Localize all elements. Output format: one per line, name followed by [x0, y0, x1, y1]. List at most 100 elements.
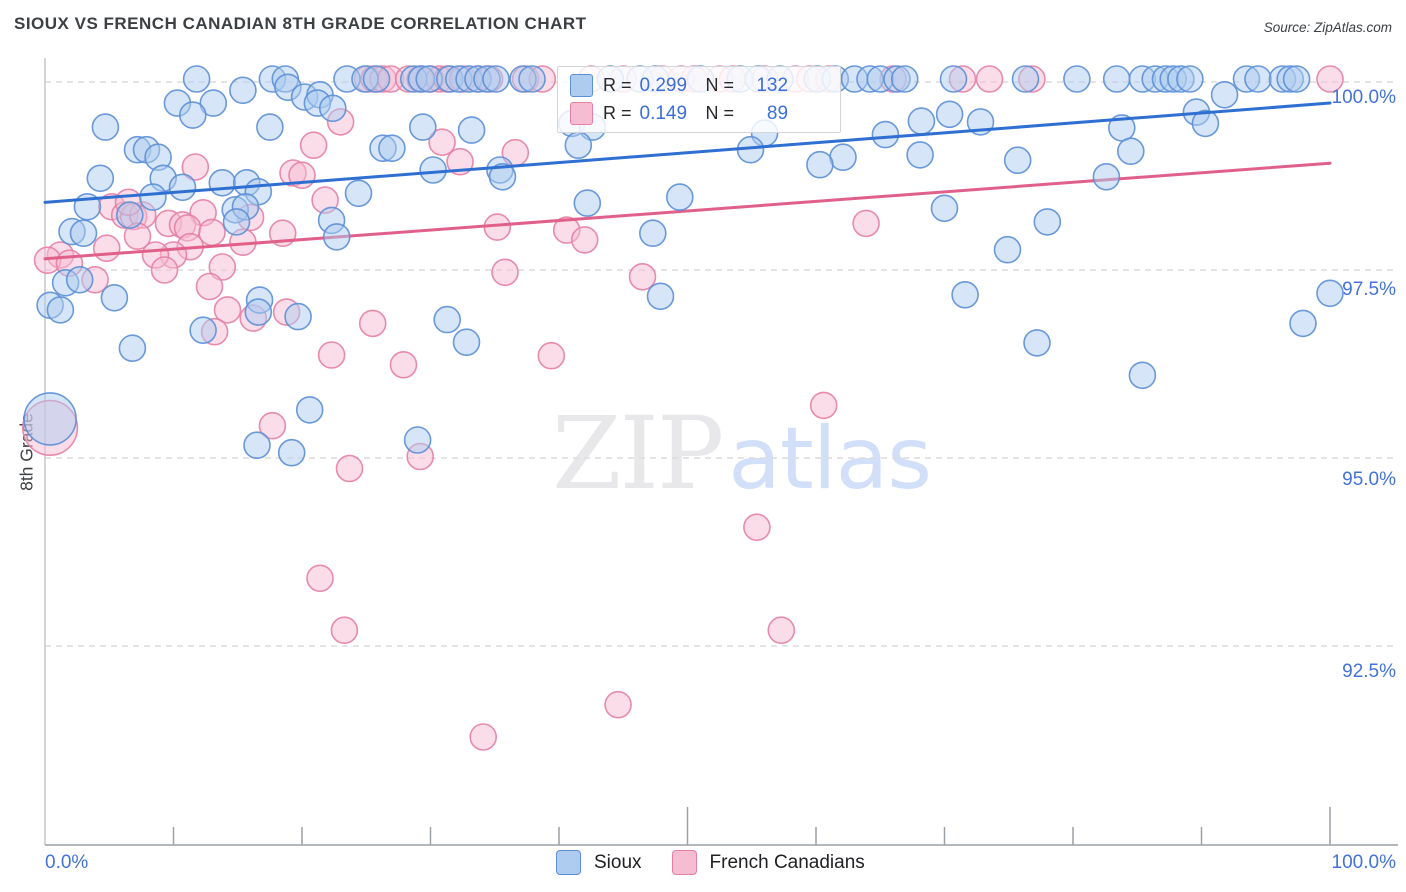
point-french-canadians[interactable]: [743, 513, 771, 542]
point-sioux[interactable]: [168, 173, 197, 202]
point-french-canadians[interactable]: [208, 253, 237, 281]
point-french-canadians[interactable]: [604, 690, 632, 719]
point-french-canadians[interactable]: [299, 131, 328, 159]
point-sioux[interactable]: [362, 65, 391, 93]
point-sioux[interactable]: [419, 156, 447, 184]
point-french-canadians[interactable]: [150, 256, 179, 284]
point-sioux[interactable]: [1176, 65, 1204, 93]
point-french-canadians[interactable]: [213, 296, 242, 324]
point-sioux[interactable]: [1128, 361, 1157, 390]
point-french-canadians[interactable]: [491, 258, 519, 287]
point-french-canadians[interactable]: [570, 226, 599, 254]
point-sioux[interactable]: [951, 280, 979, 309]
point-french-canadians[interactable]: [335, 454, 364, 483]
point-sioux[interactable]: [906, 141, 934, 169]
point-sioux[interactable]: [229, 76, 257, 105]
point-sioux[interactable]: [243, 431, 271, 460]
point-sioux[interactable]: [189, 316, 217, 345]
point-sioux[interactable]: [208, 169, 237, 197]
point-french-canadians[interactable]: [975, 65, 1004, 93]
point-french-canadians[interactable]: [1316, 65, 1344, 93]
point-french-canadians[interactable]: [809, 391, 838, 420]
point-sioux[interactable]: [1210, 81, 1239, 109]
point-sioux[interactable]: [277, 438, 306, 467]
point-sioux[interactable]: [344, 179, 373, 208]
point-sioux[interactable]: [573, 189, 602, 217]
point-sioux[interactable]: [118, 334, 147, 363]
point-sioux[interactable]: [1316, 279, 1344, 308]
point-sioux[interactable]: [1092, 163, 1121, 191]
point-sioux[interactable]: [244, 298, 273, 326]
point-french-canadians[interactable]: [469, 723, 498, 751]
point-sioux[interactable]: [256, 113, 284, 141]
point-french-canadians[interactable]: [628, 262, 657, 291]
point-french-canadians[interactable]: [198, 218, 226, 247]
point-french-canadians[interactable]: [537, 341, 566, 370]
point-sioux[interactable]: [69, 219, 98, 247]
point-sioux[interactable]: [295, 396, 324, 424]
point-sioux[interactable]: [1033, 208, 1062, 236]
point-sioux[interactable]: [452, 328, 481, 357]
point-sioux[interactable]: [457, 116, 486, 144]
point-sioux[interactable]: [139, 183, 167, 211]
point-sioux[interactable]: [646, 282, 675, 311]
point-sioux[interactable]: [318, 94, 347, 123]
legend-item-french-canadians[interactable]: French Canadians: [671, 850, 865, 875]
point-sioux[interactable]: [378, 134, 406, 162]
point-sioux[interactable]: [907, 107, 936, 135]
point-sioux[interactable]: [408, 113, 437, 141]
point-sioux[interactable]: [806, 150, 834, 179]
point-sioux[interactable]: [86, 164, 115, 193]
point-french-canadians[interactable]: [358, 309, 387, 338]
point-french-canadians[interactable]: [195, 272, 224, 301]
point-french-canadians[interactable]: [389, 350, 418, 379]
point-sioux[interactable]: [91, 113, 120, 141]
point-sioux[interactable]: [638, 219, 667, 247]
point-sioux[interactable]: [222, 208, 251, 236]
point-sioux[interactable]: [179, 101, 207, 129]
point-sioux[interactable]: [1063, 65, 1091, 93]
point-sioux[interactable]: [403, 426, 432, 454]
point-sioux[interactable]: [1282, 65, 1311, 93]
point-sioux[interactable]: [23, 392, 77, 446]
point-sioux[interactable]: [322, 223, 351, 251]
point-sioux[interactable]: [182, 65, 211, 93]
point-sioux[interactable]: [1011, 65, 1040, 93]
point-french-canadians[interactable]: [317, 341, 346, 369]
point-sioux[interactable]: [482, 65, 510, 93]
point-sioux[interactable]: [829, 143, 857, 171]
point-sioux[interactable]: [939, 65, 968, 93]
point-sioux[interactable]: [871, 120, 900, 149]
point-french-canadians[interactable]: [306, 564, 334, 593]
point-sioux[interactable]: [930, 194, 959, 223]
point-sioux[interactable]: [1191, 109, 1220, 138]
point-french-canadians[interactable]: [258, 411, 287, 440]
point-sioux[interactable]: [488, 163, 517, 191]
point-sioux[interactable]: [1244, 65, 1272, 93]
point-sioux[interactable]: [518, 65, 546, 93]
point-sioux[interactable]: [199, 89, 228, 117]
point-sioux[interactable]: [46, 296, 75, 324]
point-sioux[interactable]: [100, 283, 129, 312]
point-sioux[interactable]: [1289, 309, 1317, 338]
point-french-canadians[interactable]: [181, 153, 210, 181]
point-sioux[interactable]: [890, 65, 919, 93]
point-french-canadians[interactable]: [428, 128, 456, 156]
point-sioux[interactable]: [935, 100, 964, 129]
point-sioux[interactable]: [1102, 65, 1131, 93]
point-french-canadians[interactable]: [330, 616, 359, 645]
point-french-canadians[interactable]: [852, 209, 880, 238]
point-french-canadians[interactable]: [92, 234, 121, 262]
point-french-canadians[interactable]: [767, 616, 796, 645]
point-sioux[interactable]: [665, 183, 694, 211]
point-sioux[interactable]: [1023, 329, 1051, 357]
point-sioux[interactable]: [564, 131, 593, 159]
point-sioux[interactable]: [1003, 146, 1032, 174]
point-sioux[interactable]: [116, 201, 144, 229]
point-sioux[interactable]: [284, 302, 312, 331]
point-sioux[interactable]: [65, 265, 94, 294]
point-french-canadians[interactable]: [446, 147, 474, 176]
point-sioux[interactable]: [993, 235, 1022, 264]
legend-item-sioux[interactable]: Sioux: [556, 850, 642, 875]
point-sioux[interactable]: [1117, 137, 1145, 165]
